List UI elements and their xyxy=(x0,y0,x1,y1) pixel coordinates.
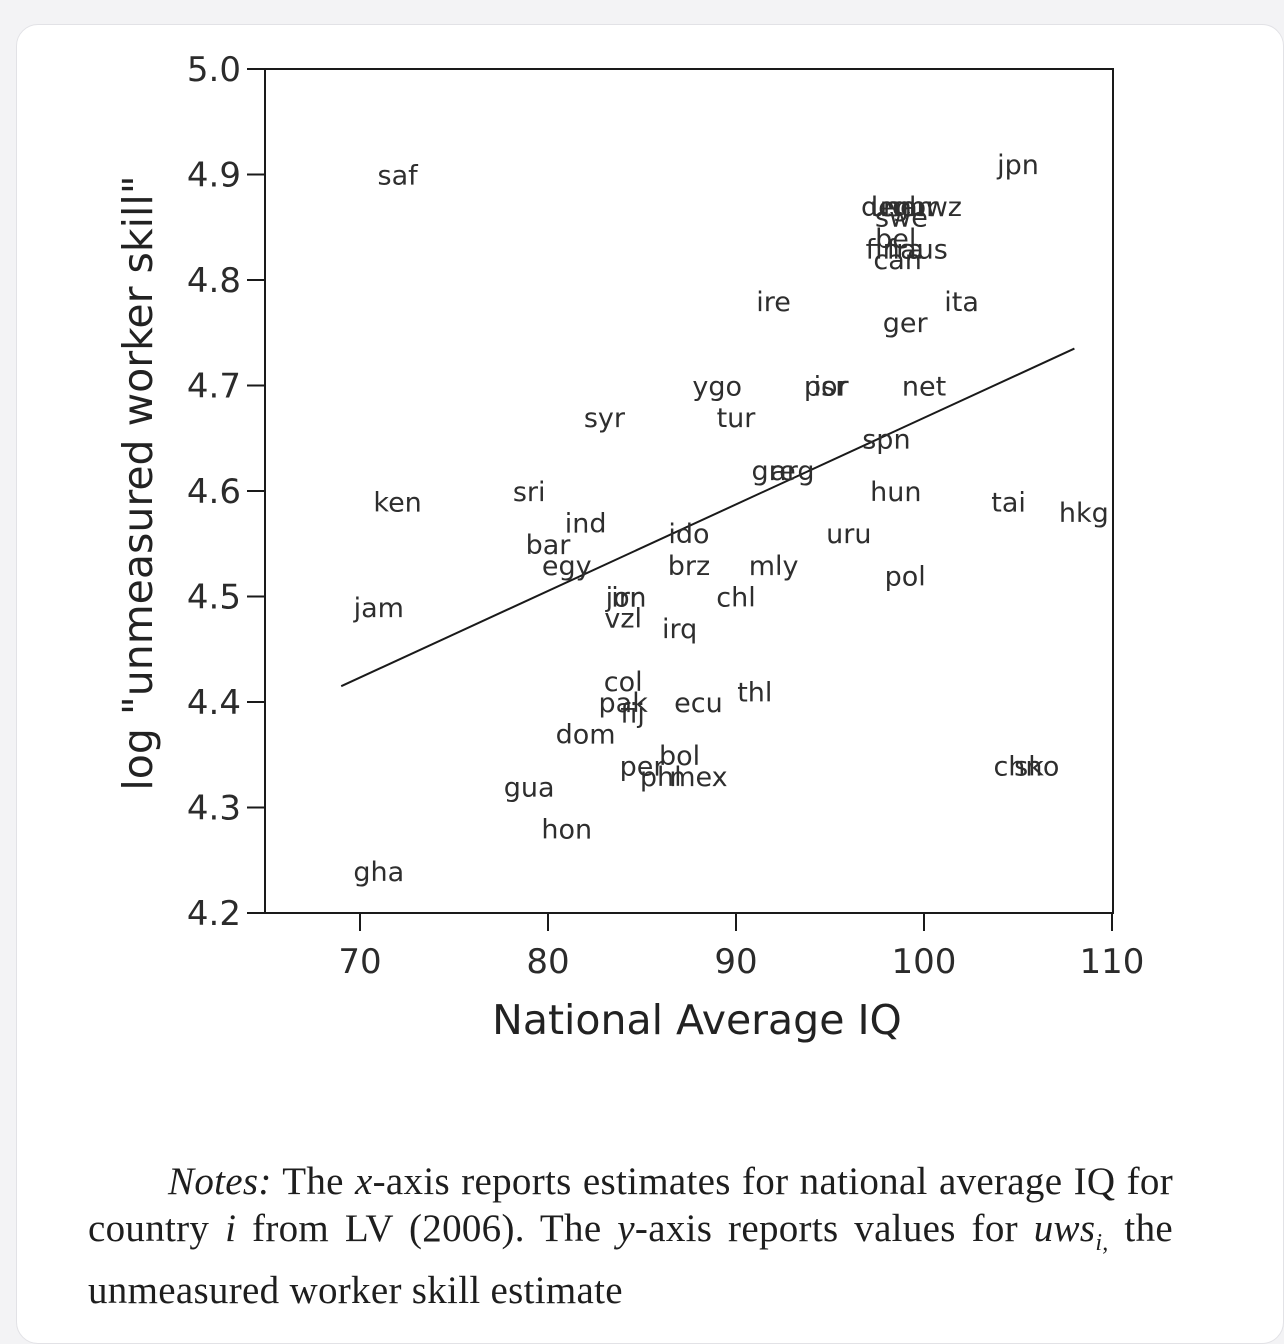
point-label-mex: mex xyxy=(669,762,727,793)
point-label-ind: ind xyxy=(565,509,607,540)
point-label-egy: egy xyxy=(542,551,592,582)
point-label-ken: ken xyxy=(373,488,421,519)
point-label-bel: bel xyxy=(875,224,916,255)
point-label-arg: arg xyxy=(770,456,814,487)
point-label-gha: gha xyxy=(353,857,404,888)
point-label-per: per xyxy=(620,751,666,782)
point-label-ecu: ecu xyxy=(674,688,723,719)
point-label-ido: ido xyxy=(668,519,709,550)
point-label-tur: tur xyxy=(717,403,757,434)
point-label-irq: irq xyxy=(662,614,697,645)
point-label-jam: jam xyxy=(353,593,404,624)
point-label-saf: saf xyxy=(378,161,420,192)
point-label-brz: brz xyxy=(668,551,710,582)
x-tick-label: 110 xyxy=(1080,942,1145,982)
point-label-gre: gre xyxy=(751,456,795,487)
notes-lead: Notes: xyxy=(168,1160,272,1203)
y-tick-label: 4.4 xyxy=(187,683,241,723)
point-label-tai: tai xyxy=(991,488,1026,519)
point-label-nor: nor xyxy=(883,192,929,223)
point-label-ger: ger xyxy=(883,308,929,339)
point-label-nwz: nwz xyxy=(909,192,962,223)
point-label-sri: sri xyxy=(513,477,546,508)
point-label-syr: syr xyxy=(584,403,626,434)
notes-text-5: the unmeasured worker skill estimate xyxy=(88,1207,1173,1312)
point-label-mly: mly xyxy=(749,551,799,582)
x-tick-label: 70 xyxy=(338,942,381,982)
point-label-usa: usa xyxy=(870,192,918,223)
point-label-net: net xyxy=(902,372,946,403)
point-label-uru: uru xyxy=(826,519,871,550)
point-label-jor: jor xyxy=(605,583,642,614)
point-label-isr: isr xyxy=(814,372,848,403)
point-label-pol: pol xyxy=(885,561,926,592)
x-tick-label: 100 xyxy=(892,942,957,982)
point-label-phl: phl xyxy=(640,762,682,793)
notes-uws-subscript: i, xyxy=(1095,1229,1109,1256)
scatter-chart: 5.0 4.9 4.8 4.7 4.6 4.5 4.4 4.3 4.2 70 80 90 100 110 N… xyxy=(114,50,1145,1044)
point-label-irn: irn xyxy=(611,583,646,614)
point-label-gbr: gbr xyxy=(892,192,938,223)
point-label-fin: fin xyxy=(866,234,900,265)
y-tick-label: 4.6 xyxy=(187,472,241,512)
figure-card xyxy=(16,24,1284,1344)
notes-text-4: -axis reports values for xyxy=(634,1207,1034,1250)
x-tick-label: 90 xyxy=(714,942,757,982)
y-tick-label: 5.0 xyxy=(187,50,241,90)
y-tick-label: 4.9 xyxy=(187,156,241,196)
point-label-por: por xyxy=(804,372,850,403)
point-label-vzl: vzl xyxy=(604,604,642,635)
figure-notes: Notes: The x-axis reports estimates for … xyxy=(88,1158,1173,1314)
point-label-gua: gua xyxy=(504,772,555,803)
point-label-hkg: hkg xyxy=(1059,498,1109,529)
x-tick-label: 80 xyxy=(526,942,569,982)
point-label-hon: hon xyxy=(541,815,592,846)
point-label-thl: thl xyxy=(737,677,772,708)
point-label-bol: bol xyxy=(659,741,700,772)
point-label-fra: fra xyxy=(887,234,924,265)
point-label-swe: swe xyxy=(875,203,928,234)
point-label-aus: aus xyxy=(900,234,948,265)
point-label-col: col xyxy=(604,667,643,698)
y-axis-title: log "unmeasured worker skill" xyxy=(114,175,162,790)
notes-i-var: i xyxy=(225,1207,237,1250)
y-tick-label: 4.5 xyxy=(187,578,241,618)
notes-text-3: from LV (2006). The xyxy=(236,1207,618,1250)
point-label-jpn: jpn xyxy=(996,150,1039,181)
y-tick-label: 4.7 xyxy=(187,367,241,407)
point-label-hun: hun xyxy=(870,477,921,508)
point-label-dom: dom xyxy=(556,720,616,751)
point-label-ygo: ygo xyxy=(692,372,742,403)
point-label-can: can xyxy=(873,245,922,276)
point-label-pak: pak xyxy=(599,688,649,719)
notes-text-2: -axis reports estimates for national ave… xyxy=(88,1160,1173,1250)
y-tick-label: 4.3 xyxy=(187,789,241,829)
point-label-chn: chn xyxy=(993,751,1042,782)
fit-line xyxy=(340,347,1075,688)
point-label-bar: bar xyxy=(526,530,572,561)
notes-x-var: x xyxy=(355,1160,373,1203)
point-label-ire: ire xyxy=(756,287,791,318)
y-tick-label: 4.8 xyxy=(187,261,241,301)
point-label-sko: sko xyxy=(1014,751,1059,782)
point-label-chl: chl xyxy=(716,583,755,614)
point-label-spn: spn xyxy=(862,424,910,455)
point-label-fij: fij xyxy=(620,699,645,730)
notes-text-1: The xyxy=(271,1160,356,1203)
notes-y-var: y xyxy=(617,1207,635,1250)
point-label-den: den xyxy=(861,192,912,223)
point-label-ita: ita xyxy=(944,287,979,318)
y-tick-label: 4.2 xyxy=(187,894,241,934)
x-axis-title: National Average IQ xyxy=(492,996,902,1044)
notes-uws-var: uws xyxy=(1033,1207,1096,1250)
